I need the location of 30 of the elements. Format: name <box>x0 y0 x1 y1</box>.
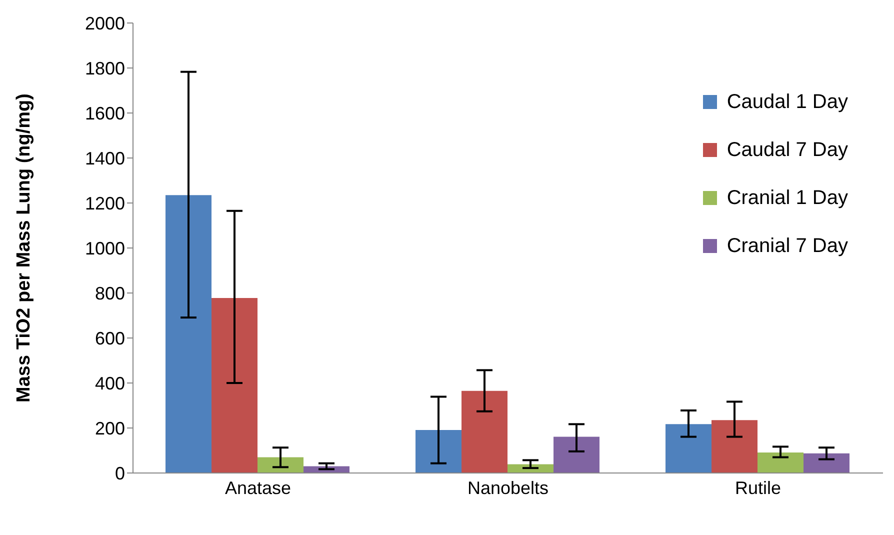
y-tick-label: 200 <box>94 418 125 438</box>
x-tick-label: Rutile <box>734 478 782 498</box>
y-tick-label: 400 <box>94 373 125 394</box>
bar <box>508 464 554 473</box>
y-tick-label: 1600 <box>84 103 125 124</box>
y-tick-label: 1800 <box>84 58 125 78</box>
y-tick-label: 1000 <box>84 238 125 258</box>
bar <box>804 453 850 473</box>
bar <box>258 457 304 473</box>
legend-label: Caudal 7 Day <box>726 138 848 162</box>
legend-label: Cranial 7 Day <box>726 234 848 258</box>
y-tick-label: 1400 <box>84 148 125 168</box>
y-tick-label: 2000 <box>84 13 125 34</box>
legend-label: Caudal 1 Day <box>726 90 848 114</box>
bar <box>166 195 212 473</box>
bar <box>712 420 758 473</box>
bar <box>462 390 508 473</box>
x-tick-label: Anatase <box>224 478 292 498</box>
bar <box>554 436 600 473</box>
x-tick-label: Nanobelts <box>467 478 549 498</box>
y-tick-label: 1200 <box>84 193 125 214</box>
bar <box>212 298 258 473</box>
y-axis-title: Mass TiO2 per Mass Lung (ng/mg) <box>14 94 35 402</box>
y-tick-label: 600 <box>94 328 125 348</box>
bar <box>416 430 462 473</box>
bar <box>758 452 804 473</box>
legend-label: Cranial 1 Day <box>726 186 848 210</box>
bar <box>666 424 712 473</box>
y-tick-label: 800 <box>94 283 125 304</box>
y-tick-label: 0 <box>114 463 125 484</box>
